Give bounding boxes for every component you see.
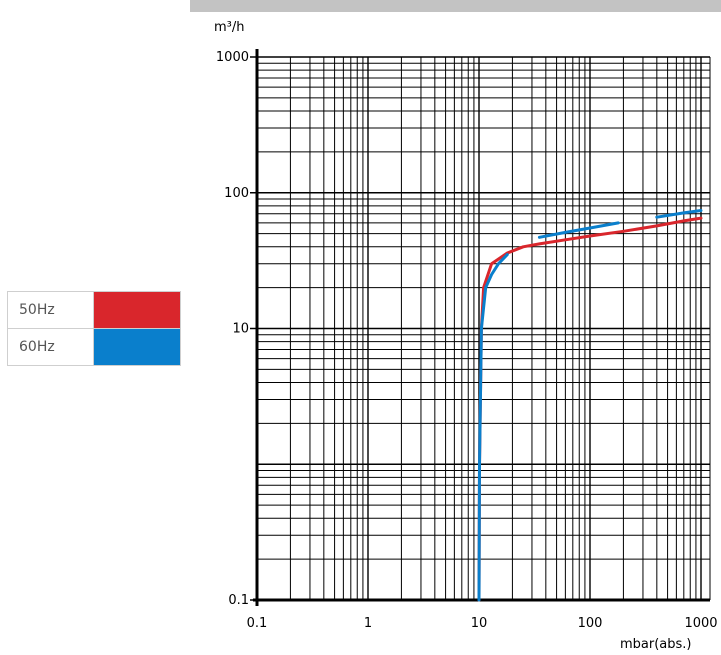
legend: 50Hz 60Hz (7, 291, 181, 366)
series-line-60hz (655, 209, 703, 219)
series-line-60hz (537, 221, 620, 239)
y-tick-label: 10 (232, 322, 249, 337)
legend-label-50hz: 50Hz (7, 291, 94, 329)
legend-swatch-50hz (93, 291, 181, 329)
x-tick-label: 10 (471, 616, 488, 631)
y-tick-label: 100 (224, 186, 249, 201)
x-tick-label: 100 (578, 616, 603, 631)
legend-swatch-60hz (93, 328, 181, 366)
x-axis-label: mbar(abs.) (620, 637, 692, 652)
series-line-60hz (477, 253, 509, 602)
y-tick-label: 0.1 (228, 593, 249, 608)
legend-row-60hz: 60Hz (7, 328, 181, 366)
y-axis-label: m³/h (214, 20, 245, 35)
header-bar (190, 0, 721, 12)
legend-label-60hz: 60Hz (7, 328, 94, 366)
y-tick-label: 1000 (216, 50, 249, 65)
legend-row-50hz: 50Hz (7, 291, 181, 329)
x-tick-label: 1000 (684, 616, 717, 631)
x-tick-label: 0.1 (247, 616, 268, 631)
x-tick-label: 1 (364, 616, 372, 631)
